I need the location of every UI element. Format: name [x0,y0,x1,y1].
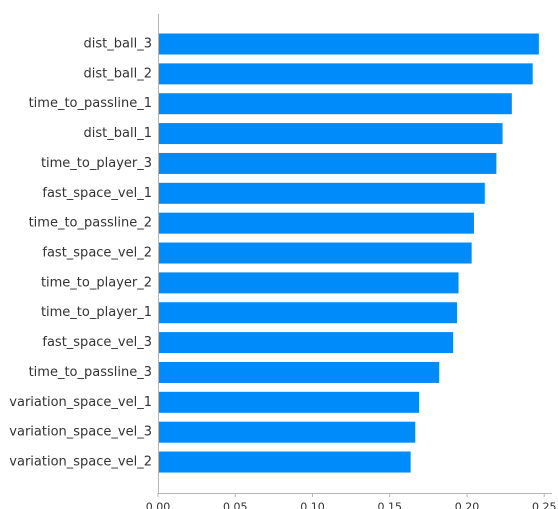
x-tick-label: 0.10 [300,501,325,509]
category-label: dist_ball_3 [84,37,152,52]
x-tick-label: 0.00 [146,501,171,509]
x-axis-ticks: 0.00 0.05 0.10 0.15 0.20 0.25 [146,493,557,509]
bar-time-to-player-1 [158,302,457,324]
bar-variation-space-vel-3 [158,421,416,443]
category-label: variation_space_vel_1 [9,395,152,410]
category-labels: dist_ball_3 dist_ball_2 time_to_passline_1… [9,37,152,470]
x-tick-label: 0.20 [455,501,480,509]
bar-fast-space-vel-3 [158,332,454,354]
bar-fast-space-vel-2 [158,242,472,264]
category-label: fast_space_vel_2 [42,246,152,261]
bar-time-to-player-3 [158,152,497,174]
category-label: variation_space_vel_3 [9,425,152,440]
bars-layer [158,33,539,473]
category-label: time_to_player_2 [41,275,152,290]
x-tick-label: 0.25 [532,501,557,509]
bar-time-to-passline-2 [158,212,474,234]
category-label: time_to_player_3 [41,156,152,171]
bar-time-to-player-2 [158,272,459,294]
bar-dist-ball-1 [158,123,503,145]
category-label: time_to_passline_2 [29,216,152,231]
category-label: time_to_player_1 [41,305,152,320]
category-label: variation_space_vel_2 [9,455,152,470]
category-label: time_to_passline_3 [29,365,152,380]
x-tick-label: 0.15 [378,501,403,509]
bar-time-to-passline-3 [158,361,440,383]
bar-variation-space-vel-1 [158,391,420,413]
bar-time-to-passline-1 [158,93,512,115]
bar-dist-ball-3 [158,33,539,55]
category-label: dist_ball_1 [84,126,152,141]
category-label: time_to_passline_1 [29,96,152,111]
bar-variation-space-vel-2 [158,451,411,473]
bar-fast-space-vel-1 [158,182,485,204]
category-label: fast_space_vel_1 [42,186,152,201]
bar-dist-ball-2 [158,63,533,85]
category-label: dist_ball_2 [84,66,152,81]
x-tick-label: 0.05 [223,501,248,509]
category-label: fast_space_vel_3 [42,335,152,350]
